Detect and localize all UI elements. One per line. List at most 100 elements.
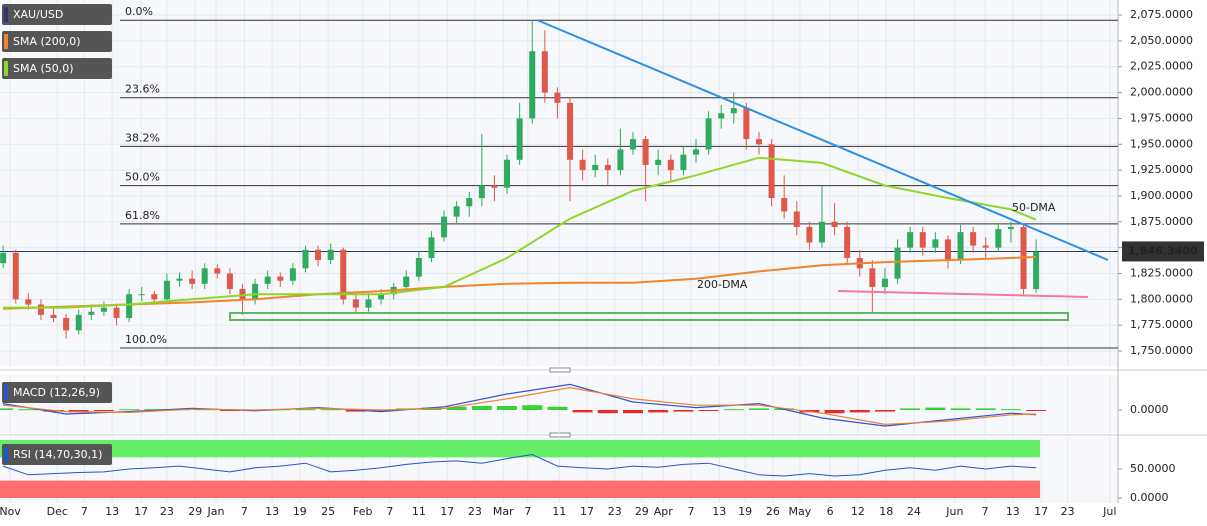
- candle-body: [995, 229, 1002, 248]
- macd-histogram-bar: [320, 409, 341, 411]
- candle-body: [944, 239, 951, 261]
- macd-line: [3, 383, 1037, 427]
- y-tick-label: 2,025.0000: [1130, 60, 1193, 73]
- x-tick-label: 12: [851, 505, 865, 518]
- candle-body: [755, 139, 762, 145]
- x-tick-label: 19: [738, 505, 752, 518]
- fib-label: 38.2%: [125, 131, 160, 144]
- candle-body: [126, 294, 133, 318]
- candle-body: [138, 294, 145, 296]
- support-zone: [229, 312, 1069, 321]
- candle-body: [25, 299, 32, 305]
- candle-body: [957, 232, 964, 261]
- macd-histogram-bar: [925, 407, 946, 410]
- legend-box[interactable]: [2, 58, 112, 79]
- candle-body: [1007, 226, 1014, 230]
- macd-histogram-bar: [597, 410, 618, 414]
- candle-body: [0, 252, 7, 264]
- candle-body: [163, 280, 170, 300]
- y-tick-label: 1,875.0000: [1130, 215, 1193, 228]
- macd-histogram-bar: [824, 410, 845, 414]
- candle-body: [189, 278, 196, 284]
- candle-body: [655, 159, 662, 165]
- candle-body: [730, 108, 737, 114]
- candle-body: [151, 294, 158, 300]
- y-tick-label: 1,750.0000: [1130, 344, 1193, 357]
- legend-rsi: RSI (14,70,30,1): [2, 444, 112, 465]
- x-tick-label: 19: [293, 505, 307, 518]
- macd-histogram-bar: [371, 410, 392, 412]
- y-tick-label: 2,050.0000: [1130, 34, 1193, 47]
- panel-grip[interactable]: [549, 432, 571, 438]
- macd-histogram-bar: [723, 409, 744, 411]
- y-tick-label: 1,775.0000: [1130, 318, 1193, 331]
- macd-histogram-bar: [471, 406, 492, 410]
- x-tick-label: 7: [524, 505, 531, 518]
- candle-body: [478, 185, 485, 199]
- candle-body: [453, 206, 460, 217]
- x-tick-label: 7: [982, 505, 989, 518]
- candle-body: [37, 304, 44, 315]
- candle-body: [692, 149, 699, 155]
- candle-body: [466, 198, 473, 207]
- y-tick-label: 1,900.0000: [1130, 189, 1193, 202]
- y-tick-label: 50.0000: [1130, 462, 1176, 475]
- x-tick-label: Nov: [0, 505, 21, 518]
- legend-label: MACD (12,26,9): [13, 386, 100, 399]
- candle-body: [579, 159, 586, 171]
- candle-body: [818, 221, 825, 243]
- candle-body: [907, 232, 914, 248]
- candle-body: [894, 247, 901, 279]
- fib-label: 61.8%: [125, 209, 160, 222]
- macd-histogram-bar: [18, 409, 39, 411]
- fib-label: 0.0%: [125, 5, 153, 18]
- candle-body: [428, 237, 435, 258]
- candle-body: [441, 216, 448, 238]
- candle-body: [340, 249, 347, 300]
- candle-body: [226, 273, 233, 290]
- candle-body: [869, 268, 876, 287]
- x-tick-label: 26: [766, 505, 780, 518]
- macd-histogram-bar: [0, 408, 14, 410]
- marks: [0, 19, 1118, 477]
- legend-swatch: [4, 447, 8, 462]
- macd-histogram-bar: [648, 410, 669, 413]
- legend-box[interactable]: [2, 31, 112, 52]
- candle-body: [529, 51, 536, 119]
- overbought-band: [0, 440, 1040, 458]
- support-line: [837, 290, 1089, 298]
- macd-histogram-bar: [93, 410, 114, 411]
- legend-swatch: [4, 34, 8, 49]
- legend-box[interactable]: [2, 444, 112, 465]
- x-tick-label: 23: [1061, 505, 1075, 518]
- candle-body: [680, 154, 687, 171]
- panel-grip[interactable]: [549, 367, 571, 373]
- last-price-box: [1122, 241, 1204, 262]
- candle-body: [881, 278, 888, 287]
- candle-body: [403, 276, 410, 287]
- candle-body: [592, 164, 599, 171]
- x-tick-label: 7: [241, 505, 248, 518]
- fib-label: 50.0%: [125, 171, 160, 184]
- legend-box[interactable]: [2, 382, 112, 403]
- legend-label: SMA (200,0): [13, 35, 81, 48]
- sma-annotation: 50-DMA: [1012, 201, 1056, 214]
- candle-body: [315, 249, 322, 261]
- macd-histogram-bar: [950, 408, 971, 410]
- candle-body: [75, 314, 82, 331]
- x-tick-label: 11: [552, 505, 566, 518]
- legend-box[interactable]: [2, 4, 112, 25]
- oversold-band: [0, 480, 1040, 498]
- x-tick-label: Jun: [945, 505, 963, 518]
- candle-body: [63, 317, 70, 331]
- last-price-label: 1,846.3400: [1128, 244, 1198, 257]
- candle-body: [12, 252, 19, 300]
- macd-histogram-bar: [1026, 410, 1047, 411]
- macd-histogram-bar: [698, 410, 719, 411]
- legend-label: RSI (14,70,30,1): [13, 448, 102, 461]
- x-tick-label: 11: [412, 505, 426, 518]
- candle-body: [504, 159, 511, 188]
- y-tick-label: 0.0000: [1130, 491, 1169, 504]
- macd-histogram-bar: [673, 410, 694, 412]
- macd-histogram-bar: [572, 410, 593, 413]
